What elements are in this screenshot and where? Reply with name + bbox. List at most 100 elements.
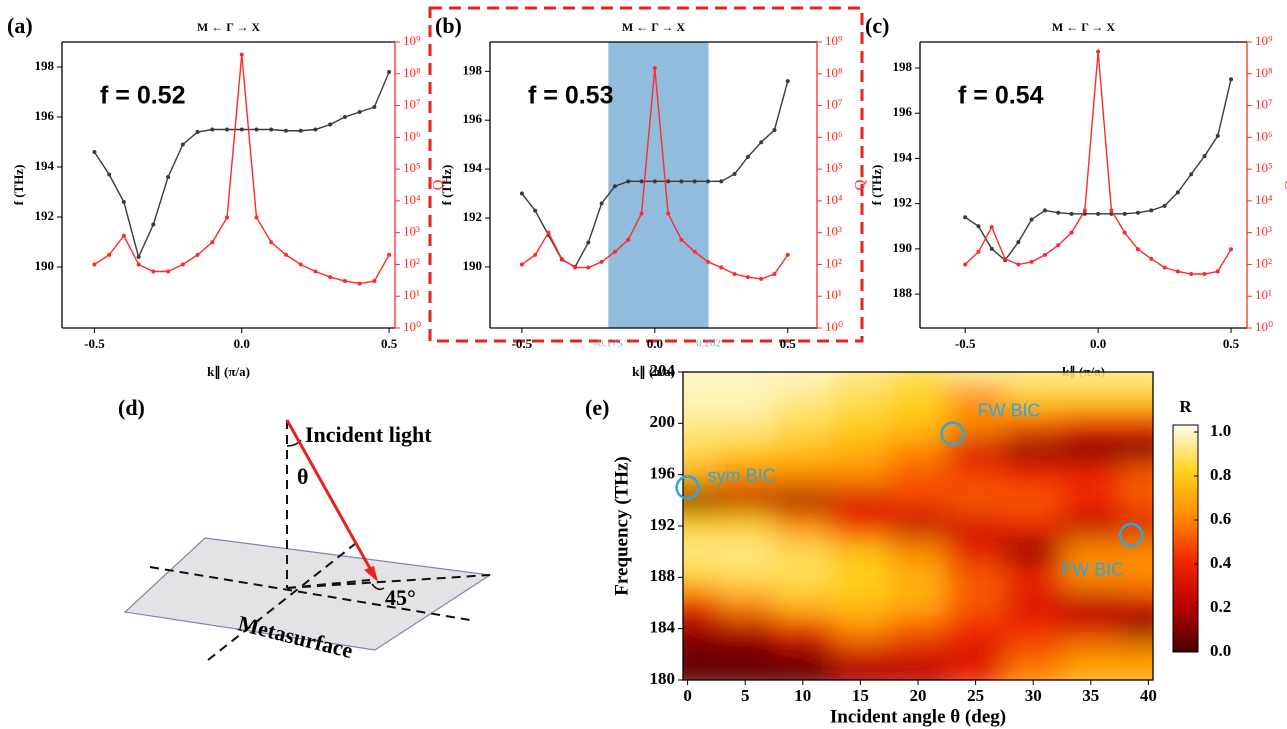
series-point bbox=[640, 179, 644, 183]
series-point bbox=[151, 269, 155, 273]
heatmap-cell bbox=[1004, 513, 1062, 539]
heatmap-cell bbox=[832, 513, 890, 539]
x-tick-label: 30 bbox=[1025, 686, 1042, 705]
heatmap-cell bbox=[774, 436, 832, 462]
heatmap-cell bbox=[659, 488, 717, 514]
series-point bbox=[92, 262, 96, 266]
series-point bbox=[240, 53, 244, 57]
y2-tick-label: 10⁹ bbox=[403, 33, 421, 48]
heatmap-cell bbox=[832, 616, 890, 642]
y-tick-label: 200 bbox=[650, 412, 676, 431]
series-point bbox=[573, 266, 577, 270]
x-tick-label: 5 bbox=[741, 686, 750, 705]
colorbar-tick-label: 0.8 bbox=[1210, 465, 1231, 484]
series-point bbox=[759, 140, 763, 144]
series-point bbox=[666, 212, 670, 216]
heatmap-cell bbox=[1004, 436, 1062, 462]
series-point bbox=[387, 253, 391, 257]
series-point bbox=[976, 224, 980, 228]
heatmap-cell bbox=[832, 590, 890, 616]
heatmap-cell bbox=[716, 539, 774, 565]
annotation-label: FW BIC bbox=[1061, 560, 1124, 580]
x-tick-label: 0.5 bbox=[780, 336, 797, 351]
heatmap-cell bbox=[774, 462, 832, 488]
heatmap-cell bbox=[947, 565, 1005, 591]
series-point bbox=[693, 250, 697, 254]
heatmap-cell bbox=[716, 590, 774, 616]
series-point bbox=[358, 110, 362, 114]
x-tick-label: 0.5 bbox=[1223, 336, 1240, 351]
y-tick-label: 188 bbox=[650, 566, 676, 585]
heatmap-cell bbox=[947, 642, 1005, 668]
y2-tick-label: 10³ bbox=[403, 224, 420, 239]
heatmap-cell bbox=[889, 513, 947, 539]
series-point bbox=[254, 128, 258, 132]
series-point bbox=[181, 143, 185, 147]
chart-title: M ← Γ → X bbox=[1052, 20, 1116, 34]
series-point bbox=[328, 123, 332, 127]
heatmap-cell bbox=[774, 642, 832, 668]
series-point bbox=[1149, 208, 1153, 212]
heatmap-cell bbox=[774, 488, 832, 514]
series-point bbox=[225, 216, 229, 220]
series-point bbox=[151, 223, 155, 227]
series-point bbox=[1096, 212, 1100, 216]
series-point bbox=[1096, 50, 1100, 54]
panel-label: (c) bbox=[865, 13, 889, 38]
heatmap-area bbox=[659, 359, 1178, 693]
heatmap-cell bbox=[832, 411, 890, 437]
y-tick-label: 196 bbox=[650, 464, 676, 483]
heatmap-cell bbox=[947, 462, 1005, 488]
y-tick-label: 190 bbox=[35, 258, 55, 273]
colorbar-tick-label: 0.4 bbox=[1210, 553, 1232, 572]
y2-tick-label: 10⁵ bbox=[1255, 160, 1273, 175]
series-point bbox=[746, 275, 750, 279]
y2-tick-label: 10¹ bbox=[825, 287, 842, 302]
y-tick-label: 192 bbox=[650, 515, 676, 534]
y2-tick-label: 10⁹ bbox=[1255, 33, 1273, 48]
series-point bbox=[679, 238, 683, 242]
y-axis-label: f (THz) bbox=[439, 165, 454, 206]
series-point bbox=[92, 150, 96, 154]
heatmap-cell bbox=[1062, 385, 1120, 411]
y2-axis-label: Q bbox=[852, 179, 868, 190]
x-tick-label: 10 bbox=[794, 686, 811, 705]
series-point bbox=[772, 128, 776, 132]
heatmap-cell bbox=[1120, 411, 1178, 437]
series-point bbox=[1189, 272, 1193, 276]
annotation-label: sym BIC bbox=[708, 465, 776, 485]
series-point bbox=[533, 253, 537, 257]
heatmap-cell bbox=[774, 411, 832, 437]
chart-title: M ← Γ → X bbox=[197, 20, 261, 34]
panel-label: (b) bbox=[435, 13, 462, 38]
series-point bbox=[269, 128, 273, 132]
y-tick-label: 192 bbox=[35, 208, 55, 223]
heatmap-cell bbox=[1120, 385, 1178, 411]
series-point bbox=[328, 275, 332, 279]
x-tick-label: 20 bbox=[910, 686, 927, 705]
series-point bbox=[137, 262, 141, 266]
heatmap-cell bbox=[1062, 513, 1120, 539]
series-point bbox=[1176, 269, 1180, 273]
series-point bbox=[1163, 204, 1167, 208]
series-point bbox=[772, 272, 776, 276]
heatmap-cell bbox=[832, 385, 890, 411]
series-point bbox=[786, 79, 790, 83]
x-tick-label: -0.5 bbox=[84, 336, 105, 351]
y2-tick-label: 10³ bbox=[1255, 224, 1272, 239]
heatmap-cell bbox=[889, 642, 947, 668]
heatmap-cell bbox=[832, 462, 890, 488]
x-tick-label: 0.0 bbox=[234, 336, 250, 351]
heatmap-cell bbox=[774, 513, 832, 539]
annotation: f = 0.53 bbox=[528, 82, 613, 110]
panel-label: (e) bbox=[585, 395, 609, 420]
series-point bbox=[706, 260, 710, 264]
x-tick-label: 0.5 bbox=[381, 336, 398, 351]
y2-tick-label: 10⁰ bbox=[825, 319, 843, 334]
y-tick-label: 194 bbox=[35, 158, 55, 173]
y2-tick-label: 10⁶ bbox=[403, 128, 421, 143]
y2-axis-label: Q bbox=[1282, 179, 1287, 190]
series-point bbox=[693, 179, 697, 183]
heatmap-cell bbox=[716, 565, 774, 591]
line-chart: -0.1750.202-0.50.00.519019219419619810⁰1… bbox=[435, 13, 868, 380]
